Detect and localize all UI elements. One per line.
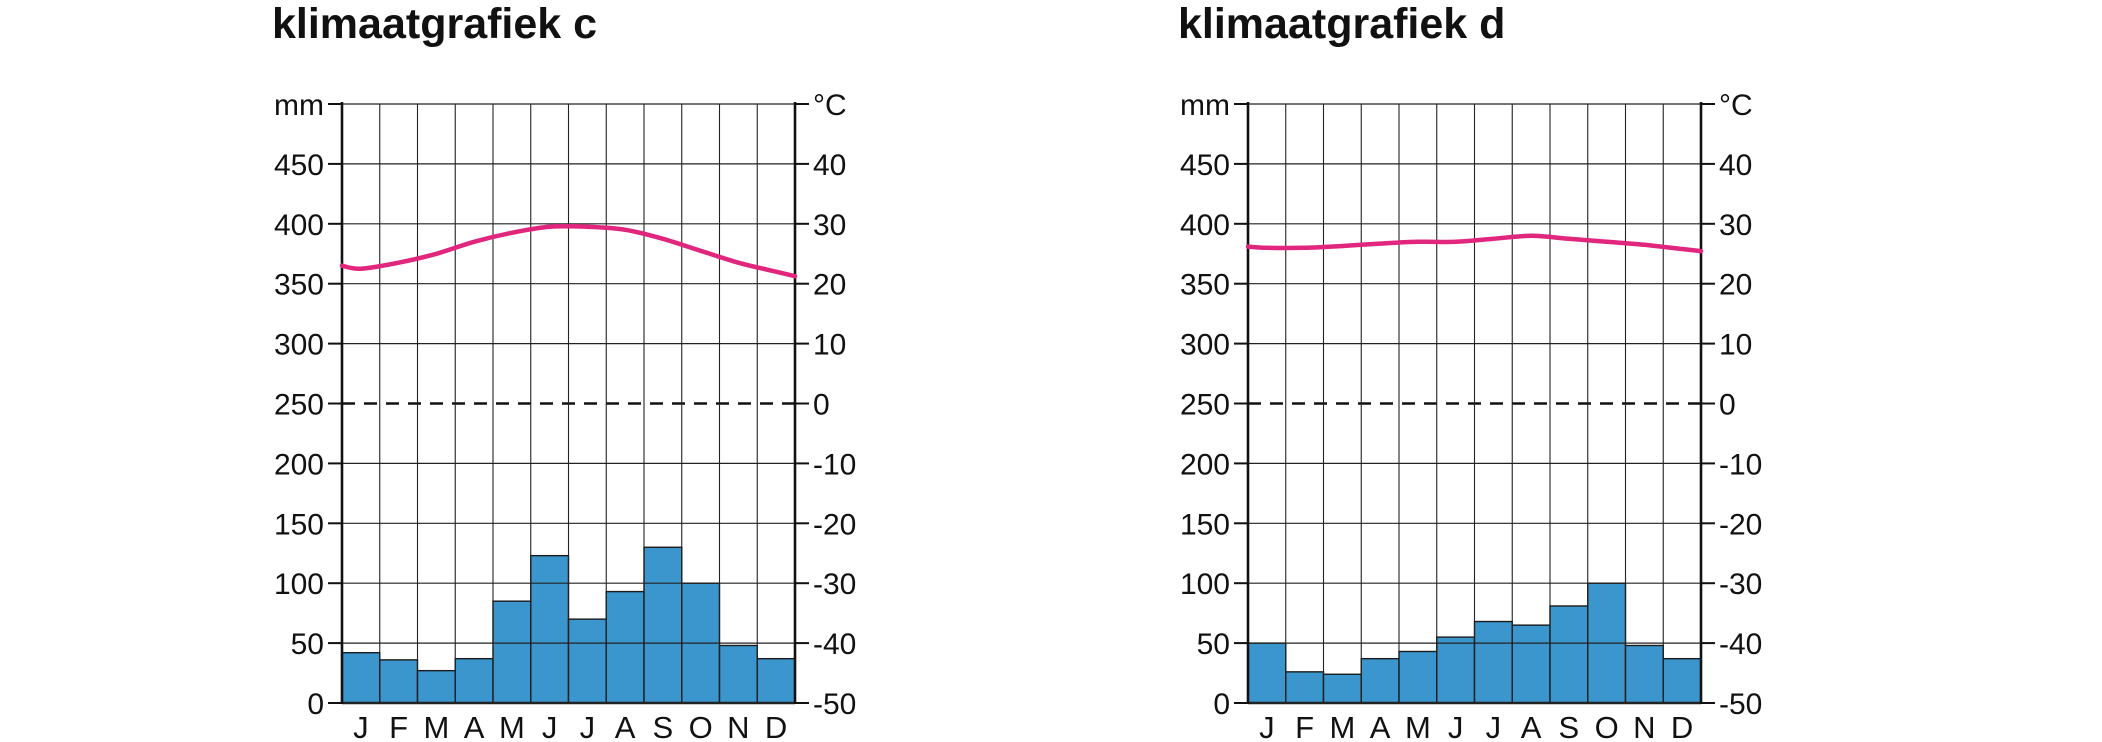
precipitation-bar-8 <box>1511 624 1551 704</box>
precipitation-tick-label: 200 <box>1180 448 1230 481</box>
precipitation-bar-3 <box>1322 673 1362 704</box>
chart-title: klimaatgrafiek d <box>1178 0 1505 48</box>
precipitation-bar-9 <box>1549 605 1589 704</box>
precipitation-tick-label: 0 <box>1213 688 1230 721</box>
temperature-tick-label: -20 <box>1719 508 1762 541</box>
precipitation-bar-12 <box>1662 657 1702 704</box>
precipitation-bar-3 <box>416 669 456 704</box>
temperature-tick-label: 40 <box>813 149 846 182</box>
month-label: O <box>1595 710 1619 742</box>
temperature-tick-label: -40 <box>1719 628 1762 661</box>
temperature-tick-label: 10 <box>1719 329 1752 362</box>
precipitation-bar-9 <box>643 546 683 704</box>
temperature-line <box>339 223 798 279</box>
temperature-tick-label: 40 <box>1719 149 1752 182</box>
month-label: A <box>1521 710 1542 742</box>
precipitation-tick-label: 50 <box>291 628 324 661</box>
month-label: J <box>353 710 369 742</box>
precipitation-tick-label: 250 <box>274 389 324 422</box>
temperature-tick-label: 20 <box>813 269 846 302</box>
precipitation-bar-1 <box>1247 642 1287 704</box>
month-label: A <box>615 710 636 742</box>
month-label: M <box>423 710 449 742</box>
precipitation-tick-label: 50 <box>1197 628 1230 661</box>
temperature-line <box>1245 233 1704 254</box>
temperature-tick-label: 30 <box>1719 209 1752 242</box>
precipitation-tick-label: 350 <box>1180 269 1230 302</box>
climate-chart-d: klimaatgrafiek d050100150200250300350400… <box>1178 0 1762 742</box>
precipitation-bar-1 <box>341 651 381 704</box>
precipitation-tick-label: 400 <box>1180 209 1230 242</box>
temperature-tick-label: 20 <box>1719 269 1752 302</box>
month-label: M <box>499 710 525 742</box>
precipitation-bar-6 <box>1436 636 1476 704</box>
precipitation-tick-label: 450 <box>274 149 324 182</box>
precipitation-bar-7 <box>1473 620 1513 704</box>
precipitation-bar-12 <box>756 657 796 704</box>
month-label: A <box>464 710 485 742</box>
temperature-tick-label: 0 <box>1719 389 1736 422</box>
climate-chart-c: klimaatgrafiek c050100150200250300350400… <box>272 0 856 742</box>
temperature-tick-label: -10 <box>813 448 856 481</box>
precipitation-unit-label: mm <box>274 89 324 122</box>
precipitation-tick-label: 250 <box>1180 389 1230 422</box>
month-label: M <box>1329 710 1355 742</box>
precipitation-unit-label: mm <box>1180 89 1230 122</box>
precipitation-tick-label: 450 <box>1180 149 1230 182</box>
precipitation-bar-2 <box>1285 671 1325 704</box>
month-label: F <box>389 710 408 742</box>
precipitation-bar-4 <box>1360 657 1400 704</box>
temperature-tick-label: 30 <box>813 209 846 242</box>
month-label: J <box>1486 710 1502 742</box>
precipitation-bar-11 <box>1624 644 1664 704</box>
precipitation-bar-4 <box>454 657 494 704</box>
precipitation-tick-label: 300 <box>1180 329 1230 362</box>
precipitation-tick-label: 0 <box>307 688 324 721</box>
temperature-tick-label: -50 <box>813 688 856 721</box>
temperature-tick-label: -40 <box>813 628 856 661</box>
precipitation-bar-5 <box>492 600 532 704</box>
precipitation-bar-11 <box>718 644 758 704</box>
month-label: A <box>1370 710 1391 742</box>
month-label: N <box>1633 710 1655 742</box>
precipitation-tick-label: 100 <box>1180 568 1230 601</box>
precipitation-tick-label: 300 <box>274 329 324 362</box>
month-label: J <box>1448 710 1464 742</box>
precipitation-bar-8 <box>605 590 645 704</box>
month-label: O <box>689 710 713 742</box>
precipitation-bar-7 <box>567 618 607 704</box>
month-label: S <box>1559 710 1580 742</box>
precipitation-tick-label: 100 <box>274 568 324 601</box>
precipitation-tick-label: 150 <box>1180 508 1230 541</box>
chart-title: klimaatgrafiek c <box>272 0 597 48</box>
precipitation-bar-6 <box>530 554 570 704</box>
temperature-tick-label: -20 <box>813 508 856 541</box>
precipitation-tick-label: 350 <box>274 269 324 302</box>
temperature-tick-label: -50 <box>1719 688 1762 721</box>
month-label: D <box>765 710 787 742</box>
month-label: N <box>727 710 749 742</box>
temperature-tick-label: -30 <box>813 568 856 601</box>
month-label: S <box>653 710 674 742</box>
month-label: F <box>1295 710 1314 742</box>
precipitation-bar-5 <box>1398 650 1438 704</box>
month-label: J <box>580 710 596 742</box>
temperature-unit-label: °C <box>813 89 847 122</box>
month-label: D <box>1671 710 1693 742</box>
temperature-tick-label: 0 <box>813 389 830 422</box>
temperature-tick-label: -30 <box>1719 568 1762 601</box>
precipitation-tick-label: 200 <box>274 448 324 481</box>
month-label: J <box>1259 710 1275 742</box>
temperature-unit-label: °C <box>1719 89 1753 122</box>
precipitation-tick-label: 400 <box>274 209 324 242</box>
precipitation-tick-label: 150 <box>274 508 324 541</box>
month-label: J <box>542 710 558 742</box>
month-label: M <box>1405 710 1431 742</box>
temperature-tick-label: 10 <box>813 329 846 362</box>
precipitation-bar-2 <box>379 659 419 704</box>
temperature-tick-label: -10 <box>1719 448 1762 481</box>
